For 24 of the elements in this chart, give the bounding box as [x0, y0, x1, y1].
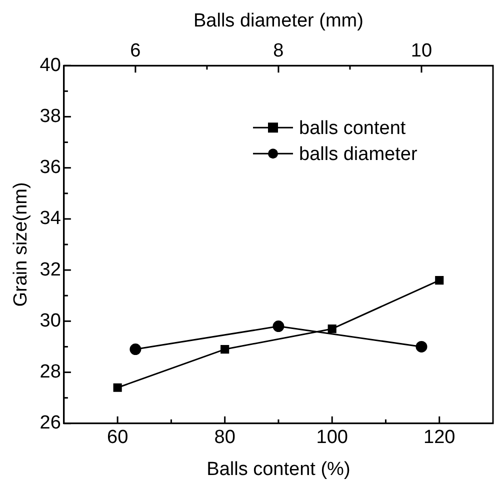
- y-tick-label: 28: [40, 362, 61, 383]
- y-tick-label: 36: [40, 157, 61, 178]
- y-tick-label: 32: [40, 259, 61, 280]
- y-axis-title: Grain size(nm): [10, 182, 32, 307]
- x2-tick-label: 8: [273, 40, 284, 62]
- y-tick-label: 30: [40, 310, 61, 332]
- legend-label: balls content: [299, 118, 406, 139]
- y-tick-label: 40: [40, 54, 61, 76]
- y-tick-label: 34: [40, 208, 62, 230]
- y-tick-label: 38: [40, 106, 61, 127]
- point: [220, 345, 230, 354]
- x-tick-label: 80: [214, 427, 236, 448]
- x2-tick-label: 6: [130, 40, 141, 62]
- y-tick-label: 26: [40, 412, 61, 434]
- x2-axis-title: Balls diameter (mm): [193, 10, 364, 32]
- point: [435, 276, 444, 285]
- x-tick-label: 100: [316, 427, 348, 448]
- point: [113, 383, 122, 392]
- legend-label: balls diameter: [299, 144, 418, 165]
- x2-tick-label: 10: [410, 40, 432, 62]
- point: [328, 324, 336, 334]
- x-axis-title: Balls content (%): [206, 458, 350, 480]
- x-tick-label: 60: [106, 427, 128, 448]
- x-tick-label: 120: [424, 427, 456, 448]
